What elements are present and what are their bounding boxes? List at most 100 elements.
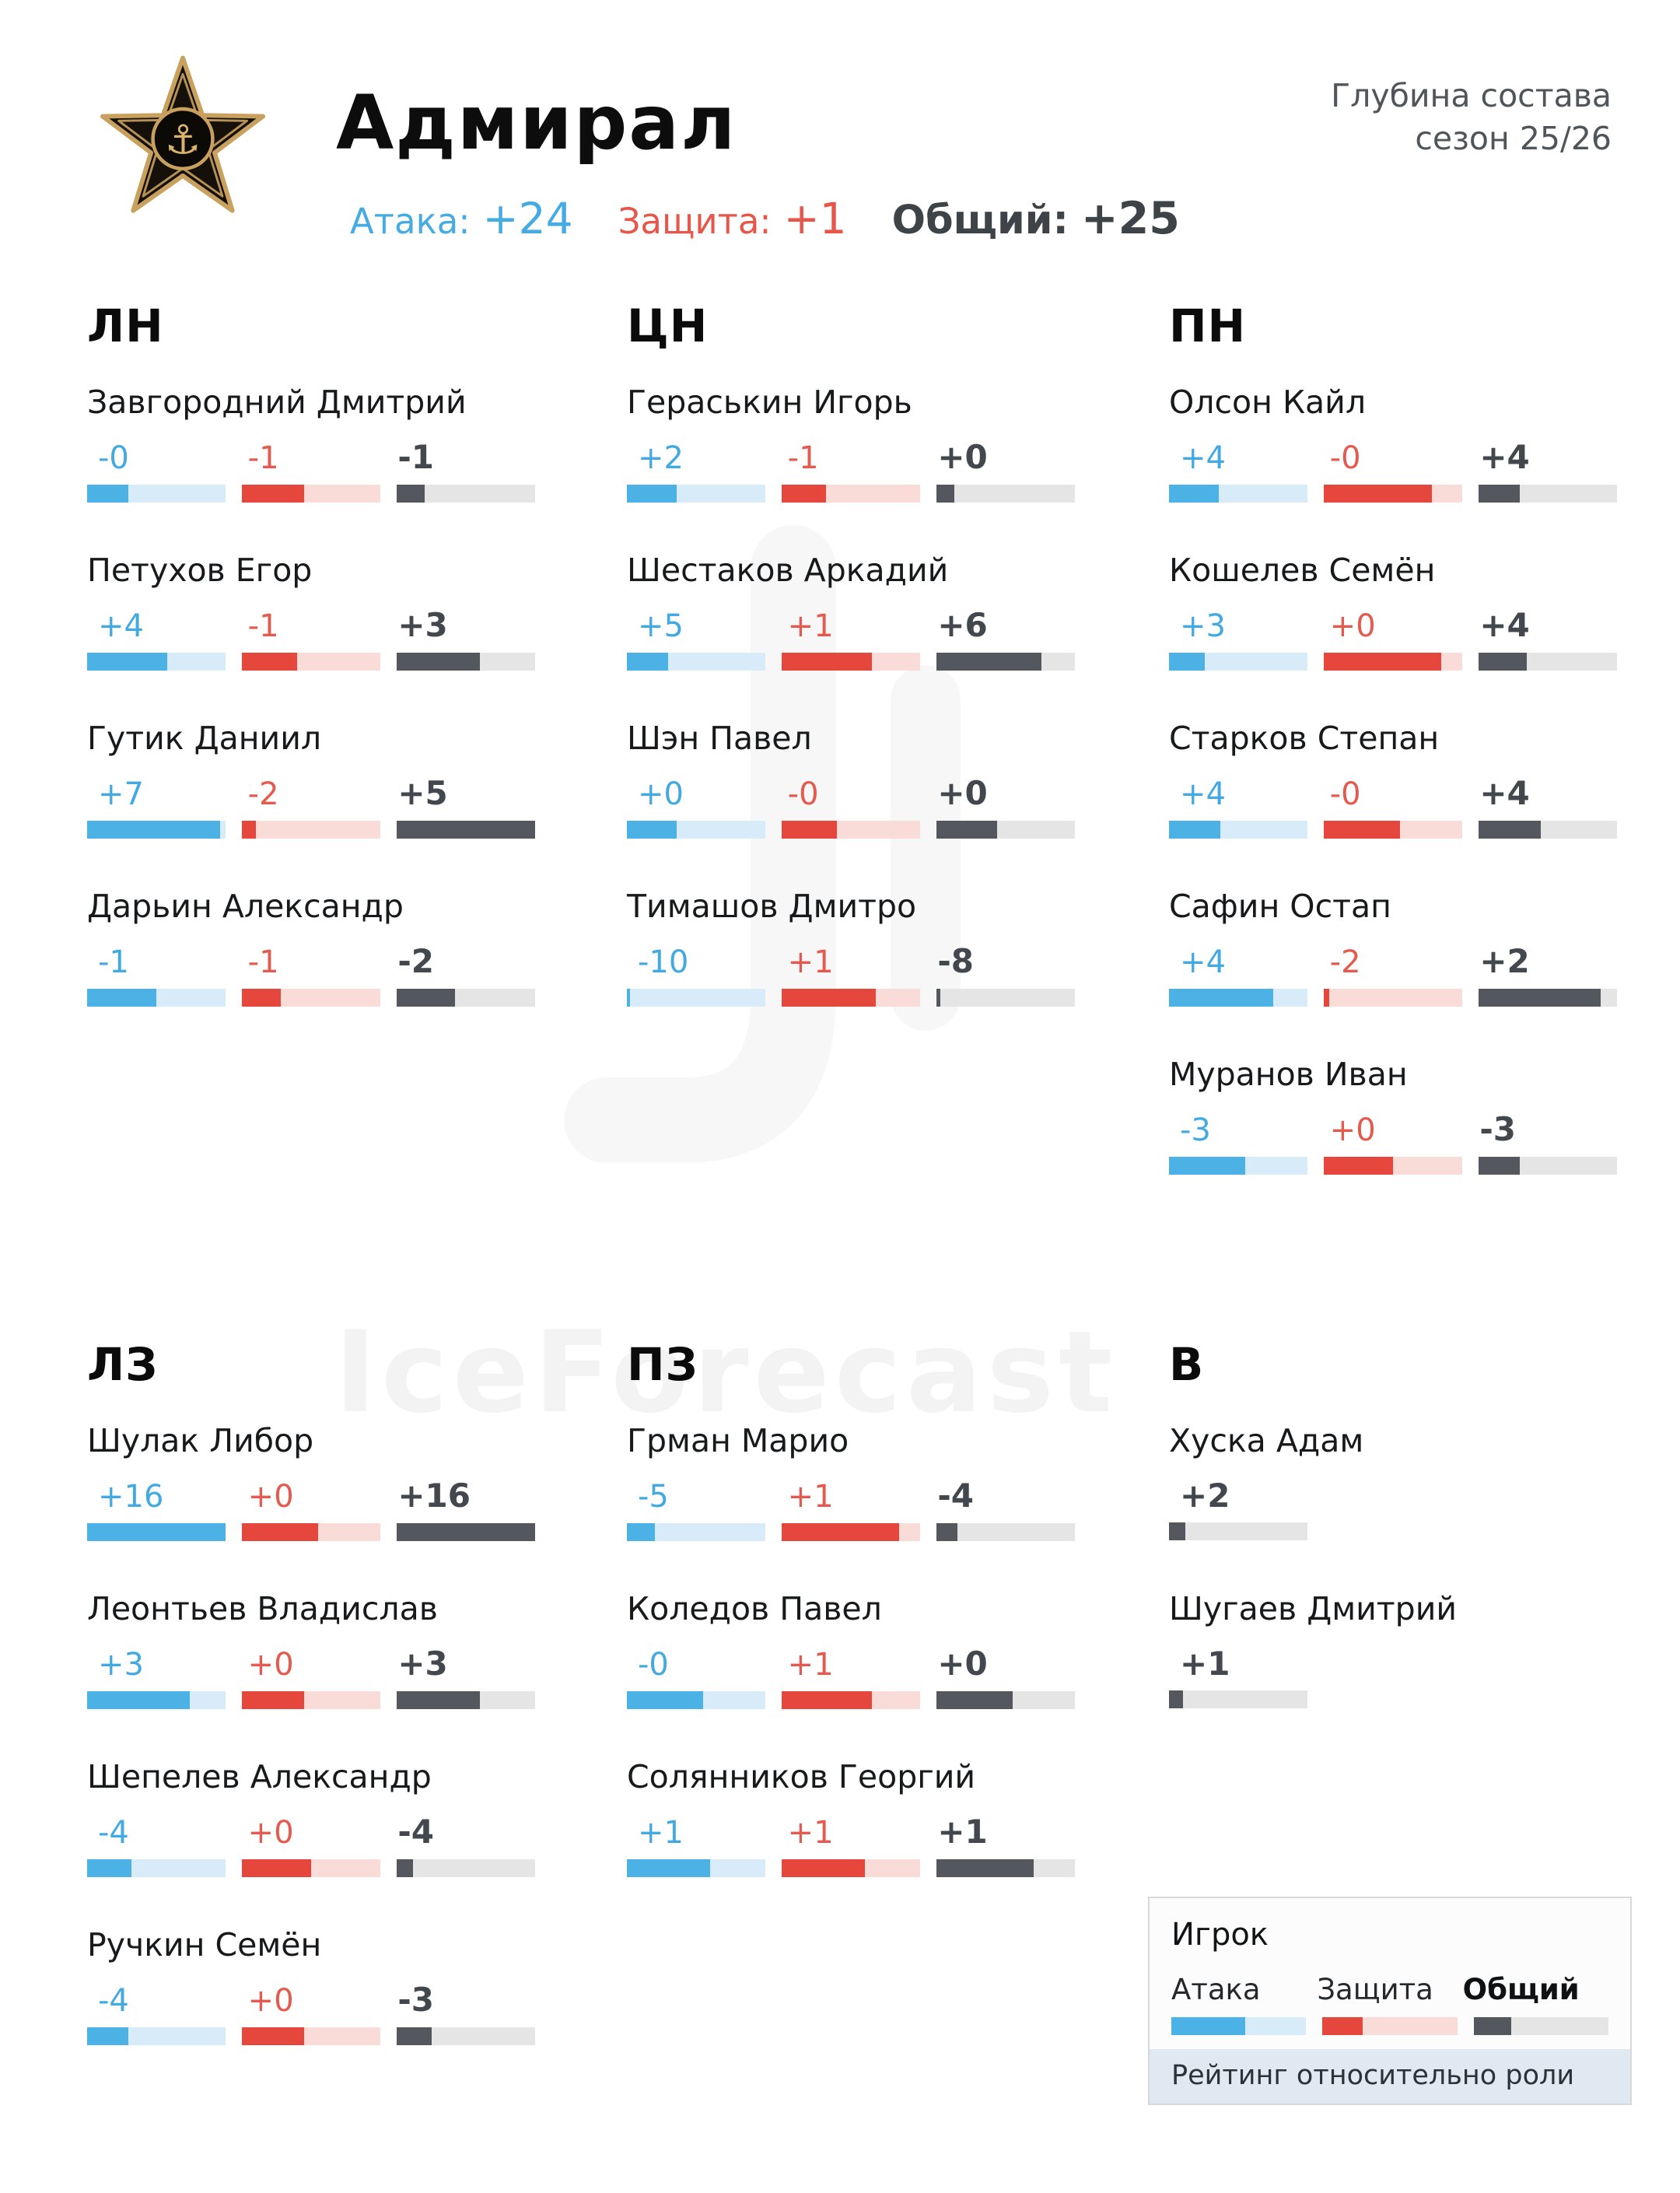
team-defense: Защита: +1 xyxy=(618,194,847,243)
player-bars xyxy=(1169,653,1619,671)
attack-value: -4 xyxy=(98,1815,129,1851)
overall-bar xyxy=(1169,1522,1307,1540)
player-name: Гутик Даниил xyxy=(87,720,322,757)
attack-bar xyxy=(627,1523,765,1541)
player-ratings: +3 +0 +4 xyxy=(1169,607,1619,645)
defense-bar-fill xyxy=(1324,989,1330,1007)
attack-bar-fill xyxy=(1169,1157,1245,1175)
overall-value: +4 xyxy=(1479,606,1530,644)
defense-value: -2 xyxy=(247,776,279,812)
player-name: Дарьин Александр xyxy=(87,888,404,925)
player-bars xyxy=(1169,989,1619,1007)
player-name: Шугаев Дмитрий xyxy=(1169,1590,1458,1627)
player-row: Коледов Павел -0 +1 +0 xyxy=(627,1589,1076,1757)
player-ratings: -4 +0 -4 xyxy=(87,1813,537,1851)
player-ratings: -3 +0 -3 xyxy=(1169,1111,1619,1149)
team-attack-label: Атака: xyxy=(350,201,471,242)
player-bars xyxy=(1169,821,1619,839)
overall-bar xyxy=(397,1523,535,1541)
player-row: Леонтьев Владислав +3 +0 +3 xyxy=(87,1589,537,1757)
player-row: Петухов Егор +4 -1 +3 xyxy=(87,551,537,719)
player-ratings: +4 -1 +3 xyxy=(87,607,537,645)
player-ratings: -5 +1 -4 xyxy=(627,1477,1076,1515)
overall-bar-fill xyxy=(1169,1690,1183,1708)
season-label-line1: Глубина состава xyxy=(1331,77,1612,114)
player-bars xyxy=(1169,1522,1619,1540)
defense-value: +0 xyxy=(247,1815,294,1851)
player-row: Старков Степан +4 -0 +4 xyxy=(1169,719,1619,887)
season-label: Глубина состава сезон 25/26 xyxy=(1331,75,1612,160)
defense-value: +0 xyxy=(247,1983,294,2019)
player-row: Солянников Георгий +1 +1 +1 xyxy=(627,1757,1076,1925)
overall-bar-fill xyxy=(936,821,998,839)
attack-bar-fill xyxy=(87,2027,129,2045)
defense-bar xyxy=(1324,485,1462,503)
attack-bar-fill xyxy=(627,989,630,1007)
attack-value: +4 xyxy=(98,608,144,644)
attack-value: +2 xyxy=(638,440,684,476)
overall-bar xyxy=(1479,1157,1617,1175)
defense-value: +1 xyxy=(787,1815,834,1851)
defense-value: -0 xyxy=(787,776,819,812)
player-bars xyxy=(627,1859,1076,1877)
defense-value: +0 xyxy=(1329,1112,1376,1148)
overall-value: +0 xyxy=(937,1645,988,1683)
overall-bar-fill xyxy=(1479,821,1542,839)
player-name: Солянников Георгий xyxy=(627,1758,976,1795)
attack-value: -5 xyxy=(638,1479,669,1515)
attack-bar xyxy=(627,485,765,503)
overall-bar-fill xyxy=(936,653,1042,671)
overall-value: +4 xyxy=(1479,438,1530,476)
overall-bar-fill xyxy=(397,653,480,671)
attack-bar xyxy=(627,653,765,671)
overall-bar xyxy=(397,989,535,1007)
defense-bar xyxy=(782,653,920,671)
overall-bar xyxy=(1169,1690,1307,1708)
overall-value: -3 xyxy=(1479,1110,1516,1148)
overall-value: +2 xyxy=(1180,1477,1230,1515)
defense-value: -1 xyxy=(247,944,279,980)
player-row: Шэн Павел +0 -0 +0 xyxy=(627,719,1076,887)
player-ratings: +1 xyxy=(1169,1645,1619,1683)
defense-bar-fill xyxy=(242,821,256,839)
player-name: Сафин Остап xyxy=(1169,888,1391,925)
player-bars xyxy=(87,821,537,839)
overall-value: +4 xyxy=(1479,774,1530,812)
attack-bar xyxy=(1169,821,1307,839)
overall-value: +16 xyxy=(397,1477,471,1515)
player-bars xyxy=(1169,485,1619,503)
overall-value: +5 xyxy=(397,774,448,812)
player-bars xyxy=(627,821,1076,839)
player-ratings: +2 xyxy=(1169,1477,1619,1515)
attack-bar-fill xyxy=(627,1859,710,1877)
overall-bar-fill xyxy=(1479,989,1601,1007)
player-bars xyxy=(87,1859,537,1877)
player-ratings: -4 +0 -3 xyxy=(87,1981,537,2020)
player-ratings: +4 -0 +4 xyxy=(1169,775,1619,813)
player-ratings: +16 +0 +16 xyxy=(87,1477,537,1515)
player-row: Гераськин Игорь +2 -1 +0 xyxy=(627,383,1076,551)
defense-bar-fill xyxy=(782,1523,900,1541)
overall-bar xyxy=(936,821,1075,839)
team-attack-value: +24 xyxy=(482,194,573,243)
player-name: Гераськин Игорь xyxy=(627,384,912,421)
defense-value: -2 xyxy=(1329,944,1361,980)
attack-bar-fill xyxy=(87,821,220,839)
overall-bar-fill xyxy=(1479,653,1528,671)
overall-bar-fill xyxy=(936,989,941,1007)
attack-bar-fill xyxy=(1169,485,1220,503)
player-name: Леонтьев Владислав xyxy=(87,1590,438,1627)
legend-bars xyxy=(1150,2006,1630,2049)
overall-value: +0 xyxy=(937,438,988,476)
team-title: Адмирал xyxy=(336,79,737,166)
position-title: ЛН xyxy=(87,300,164,352)
player-name: Петухов Егор xyxy=(87,552,313,589)
overall-bar xyxy=(1479,821,1617,839)
legend-defense-label: Защита xyxy=(1317,1973,1433,2006)
legend-note: Рейтинг относительно роли xyxy=(1150,2049,1630,2104)
player-ratings: +4 -2 +2 xyxy=(1169,943,1619,981)
season-label-line2: сезон 25/26 xyxy=(1415,119,1612,157)
legend-attack-label: Атака xyxy=(1171,1973,1261,2006)
defense-bar-fill xyxy=(782,821,838,839)
player-bars xyxy=(1169,1690,1619,1708)
